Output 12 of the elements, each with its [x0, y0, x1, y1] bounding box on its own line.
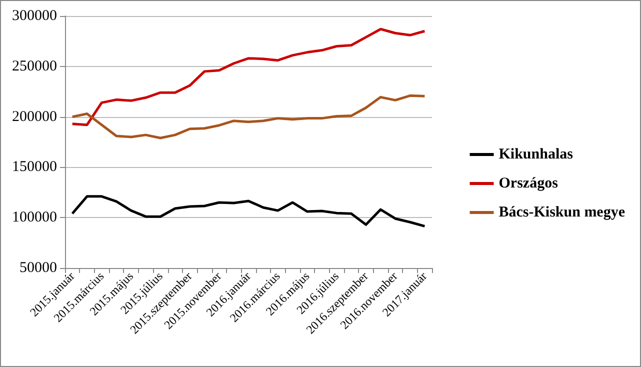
line-series [71, 195, 426, 228]
y-tick-label: 250000 [12, 58, 57, 74]
y-tick-label: 150000 [12, 159, 57, 176]
line-series [71, 28, 426, 126]
legend-label: Bács-Kiskun megye [498, 204, 626, 220]
y-tick-label: 300000 [12, 8, 57, 24]
y-tick-label: 50000 [20, 260, 57, 276]
line-series [71, 94, 426, 140]
y-tick-label: 100000 [12, 210, 57, 226]
y-tick-label: 200000 [12, 108, 57, 125]
legend-label: Kikunhalas [498, 146, 574, 162]
legend-label: Országos [498, 176, 558, 192]
